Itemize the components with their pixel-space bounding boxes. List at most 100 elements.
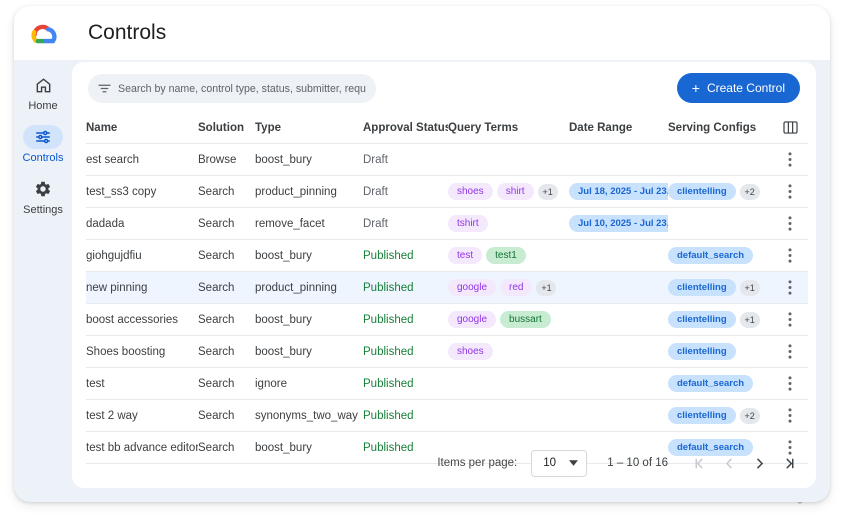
table-row[interactable]: test bb advance editor Search boost_bury Pu… (86, 432, 808, 464)
items-per-page-label: Items per page: (437, 457, 518, 469)
kebab-menu-icon[interactable] (780, 277, 800, 299)
control-type: ignore (255, 377, 287, 390)
page-size-select[interactable]: 10 (531, 449, 588, 477)
column-header-query-terms[interactable]: Query Terms (448, 121, 519, 134)
create-control-button[interactable]: + Create Control (676, 73, 800, 103)
more-configs-badge: +2 (739, 183, 760, 200)
query-term-pill: google (448, 311, 497, 328)
column-picker-icon[interactable] (780, 118, 800, 138)
column-header-date-range[interactable]: Date Range (569, 121, 633, 134)
table-row[interactable]: test 2 way Search synonyms_two_way Publishe… (86, 400, 808, 432)
serving-config-pill: clientelling (668, 279, 736, 296)
control-type: boost_bury (255, 249, 312, 262)
column-header-type[interactable]: Type (255, 121, 281, 134)
control-solution: Search (198, 345, 235, 358)
control-name: test 2 way (86, 409, 138, 422)
next-page-icon[interactable] (746, 450, 772, 476)
serving-config-pill: clientelling (668, 343, 736, 360)
serving-config-pill: clientelling (668, 183, 736, 200)
kebab-menu-icon[interactable] (780, 149, 800, 171)
row-actions-cell (774, 437, 808, 459)
row-actions-cell (774, 373, 808, 395)
control-name: test bb advance editor (86, 441, 198, 454)
serving-configs-cell: default_search (668, 375, 774, 392)
controls-table: Name Solution Type Approval Status Query… (72, 112, 816, 464)
serving-config-pill: clientelling (668, 407, 736, 424)
search-input[interactable]: Search by name, control type, status, su… (88, 74, 376, 103)
control-solution: Search (198, 281, 235, 294)
control-type: boost_bury (255, 153, 312, 166)
table-header-row: Name Solution Type Approval Status Query… (86, 112, 808, 144)
plus-icon: + (691, 80, 700, 96)
date-range-cell: Jul 10, 2025 - Jul 23, 2025 (569, 215, 668, 232)
control-solution: Search (198, 409, 235, 422)
kebab-menu-icon[interactable] (780, 373, 800, 395)
control-solution: Search (198, 441, 235, 454)
table-row[interactable]: est search Browse boost_bury Draft (86, 144, 808, 176)
sidebar-item-home[interactable]: Home (14, 73, 72, 112)
kebab-menu-icon[interactable] (780, 245, 800, 267)
approval-status: Draft (363, 217, 388, 230)
serving-configs-cell: clientelling +2 (668, 183, 774, 200)
row-actions-cell (774, 277, 808, 299)
date-range-cell: Jul 18, 2025 - Jul 23, 2025 (569, 183, 668, 200)
chevron-down-icon (569, 460, 579, 466)
table-row[interactable]: dadada Search remove_facet Draft tshirt Jul 1… (86, 208, 808, 240)
serving-configs-cell: clientelling +1 (668, 311, 774, 328)
kebab-menu-icon[interactable] (780, 181, 800, 203)
table-row[interactable]: Shoes boosting Search boost_bury Published s… (86, 336, 808, 368)
query-term-pill: red (500, 279, 533, 296)
query-term-pill: google (448, 279, 497, 296)
control-name: test (86, 377, 105, 390)
control-type: product_pinning (255, 281, 337, 294)
last-page-icon[interactable] (776, 450, 802, 476)
control-name: test_ss3 copy (86, 185, 157, 198)
column-header-name[interactable]: Name (86, 121, 118, 134)
table-row[interactable]: giohgujdfiu Search boost_bury Published test… (86, 240, 808, 272)
control-name: est search (86, 153, 140, 166)
serving-config-pill: default_search (668, 247, 754, 264)
control-solution: Search (198, 185, 235, 198)
query-term-pill: tshirt (448, 215, 488, 232)
sidebar-item-label: Settings (23, 204, 63, 216)
table-row[interactable]: boost accessories Search boost_bury Publish… (86, 304, 808, 336)
query-term-pill: test (448, 247, 483, 264)
query-term-pill: shoes (448, 343, 493, 360)
approval-status: Draft (363, 153, 388, 166)
query-term-pill: shoes (448, 183, 493, 200)
approval-status: Published (363, 281, 414, 294)
sidebar-item-controls[interactable]: Controls (14, 125, 72, 164)
table-row[interactable]: new pinning Search product_pinning Publishe… (86, 272, 808, 304)
previous-page-icon[interactable] (716, 450, 742, 476)
kebab-menu-icon[interactable] (780, 341, 800, 363)
table-row[interactable]: test Search ignore Published default_search (86, 368, 808, 400)
query-terms-cell: google bussart (448, 311, 569, 328)
row-actions-cell (774, 309, 808, 331)
sidebar-item-settings[interactable]: Settings (14, 177, 72, 216)
query-term-pill: bussart (500, 311, 551, 328)
approval-status: Published (363, 345, 414, 358)
table-body: est search Browse boost_bury Draft test_ss3 … (86, 144, 808, 464)
control-name: dadada (86, 217, 125, 230)
more-configs-badge: +2 (739, 407, 760, 424)
serving-config-pill: default_search (668, 439, 754, 456)
more-terms-badge: +1 (536, 279, 557, 296)
kebab-menu-icon[interactable] (780, 309, 800, 331)
kebab-menu-icon[interactable] (780, 437, 800, 459)
first-page-icon[interactable] (686, 450, 712, 476)
serving-configs-cell: default_search (668, 439, 774, 456)
control-name: giohgujdfiu (86, 249, 142, 262)
column-header-solution[interactable]: Solution (198, 121, 244, 134)
sidebar-item-label: Controls (22, 152, 64, 164)
row-actions-cell (774, 245, 808, 267)
more-configs-badge: +1 (739, 279, 760, 296)
row-actions-cell (774, 213, 808, 235)
control-solution: Search (198, 377, 235, 390)
kebab-menu-icon[interactable] (780, 405, 800, 427)
kebab-menu-icon[interactable] (780, 213, 800, 235)
table-row[interactable]: test_ss3 copy Search product_pinning Draft s… (86, 176, 808, 208)
more-configs-badge: +1 (739, 311, 760, 328)
column-header-serving-configs[interactable]: Serving Configs (668, 121, 757, 134)
sidebar-item-label: Home (28, 100, 58, 112)
column-header-approval-status[interactable]: Approval Status (363, 121, 448, 134)
